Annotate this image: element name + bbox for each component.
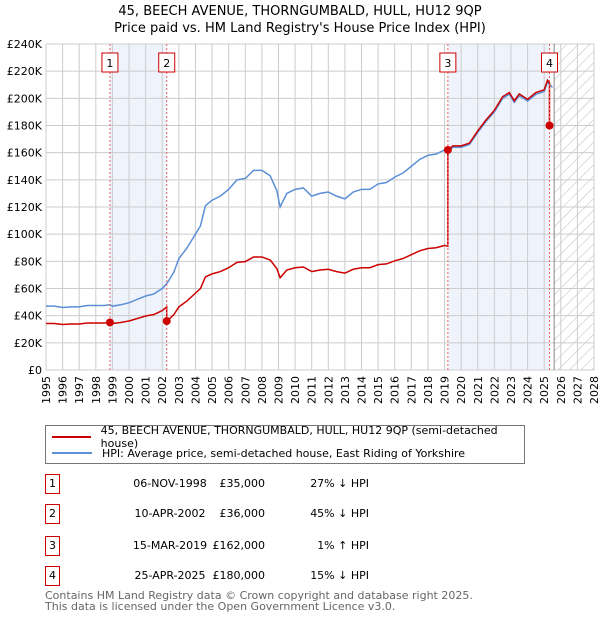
y-tick-label: £200K [7,92,43,105]
x-tick-label: 2028 [588,376,600,404]
x-tick-label: 1999 [106,376,119,404]
sale-hpi-diff: 45% ↓ HPI [310,507,369,520]
x-tick-label: 1996 [57,376,70,404]
legend-swatch-hpi [52,452,92,454]
x-tick-label: 2027 [571,376,584,404]
sale-marker-box [439,52,457,73]
legend-item-hpi: HPI: Average price, semi-detached house,… [52,446,465,460]
sale-number-badge: 2 [45,504,60,524]
sale-hpi-diff: 15% ↓ HPI [310,569,369,582]
sale-point [162,317,171,326]
y-tick-label: £0 [28,364,42,377]
sale-date: 06-NOV-1998 [133,477,207,490]
sale-price: £35,000 [219,477,266,490]
x-tick-label: 2012 [322,376,335,404]
y-tick-label: £40K [14,310,43,323]
sale-marker-label: 4 [546,57,553,70]
x-tick-label: 2019 [439,376,452,404]
x-tick-label: 2002 [156,376,169,404]
footer-licence: This data is licensed under the Open Gov… [45,600,396,613]
sale-marker-box [101,52,119,73]
footer-copyright: Contains HM Land Registry data © Crown c… [45,589,473,602]
sale-marker-label: 3 [444,57,451,70]
legend-label-hpi: HPI: Average price, semi-detached house,… [102,446,466,460]
x-tick-label: 2024 [522,376,535,404]
x-tick-label: 2017 [405,376,418,404]
legend-swatch-property [52,436,91,438]
x-tick-label: 2015 [372,376,385,404]
sale-point [443,145,452,154]
x-tick-label: 2007 [239,376,252,404]
x-tick-label: 2001 [140,376,153,404]
sale-date: 15-MAR-2019 [132,539,208,552]
price-chart: 1995 1996 1997 1998 1999 2000 2001 2002 2003 2004… [7,38,600,404]
x-tick-label: 2026 [555,376,568,404]
x-tick-label: 2018 [422,376,435,404]
x-tick-label: 2016 [389,376,402,404]
legend-label-property: 45, BEECH AVENUE, THORNGUMBALD, HULL, HU… [100,424,498,450]
chart-title: 45, BEECH AVENUE, THORNGUMBALD, HULL, HU… [118,4,482,19]
y-tick-label: £140K [7,174,43,187]
x-tick-label: 2010 [289,376,302,404]
x-tick-label: 2006 [223,376,236,404]
y-tick-label: £80K [14,255,43,268]
x-tick-label: 2011 [306,376,319,404]
sale-date: 25-APR-2025 [134,569,206,582]
sale-marker-box [158,52,176,73]
y-tick-label: £220K [7,65,43,78]
y-tick-label: £180K [7,120,43,133]
x-tick-label: 2013 [339,376,352,404]
sale-point [105,318,114,327]
sale-hpi-diff: 1% ↑ HPI [317,539,369,552]
sale-marker-box [540,52,558,73]
sale-price: £162,000 [212,539,266,552]
x-tick-label: 2005 [206,376,219,404]
y-tick-label: £120K [7,201,43,214]
x-tick-label: 2003 [173,376,186,404]
legend-item-property: 45, BEECH AVENUE, THORNGUMBALD, HULL, HU… [52,424,524,450]
y-tick-label: £60K [14,283,43,296]
x-tick-label: 2000 [123,376,136,404]
sale-marker-label: 2 [163,57,170,70]
sale-point [545,121,554,130]
x-tick-label: 2021 [472,376,485,404]
y-tick-label: £20K [14,337,43,350]
x-tick-label: 2025 [538,376,551,404]
y-tick-label: £100K [7,228,43,241]
x-tick-label: 2022 [488,376,501,404]
legend: 45, BEECH AVENUE, THORNGUMBALD, HULL, HU… [45,424,525,464]
chart-subtitle: Price paid vs. HM Land Registry's House … [114,21,486,36]
hpi-line [46,80,554,309]
sale-number-badge: 4 [45,566,60,586]
sale-price: £180,000 [212,569,266,582]
y-tick-label: £240K [7,38,43,51]
x-tick-label: 2020 [455,376,468,404]
x-tick-label: 1997 [73,376,86,404]
property-line [46,78,553,326]
sale-hpi-diff: 27% ↓ HPI [310,477,369,490]
x-tick-label: 1998 [90,376,103,404]
x-tick-label: 2008 [256,376,269,404]
y-tick-label: £160K [7,147,43,160]
x-tick-label: 1995 [40,376,53,404]
sale-marker-label: 1 [106,57,113,70]
sale-date: 10-APR-2002 [134,507,206,520]
sale-number-badge: 1 [45,474,60,494]
x-tick-label: 2014 [356,376,369,404]
x-tick-label: 2009 [272,376,285,404]
x-tick-label: 2023 [505,376,518,404]
x-tick-label: 2004 [189,376,202,404]
sale-number-badge: 3 [45,536,60,556]
sale-price: £36,000 [219,507,266,520]
